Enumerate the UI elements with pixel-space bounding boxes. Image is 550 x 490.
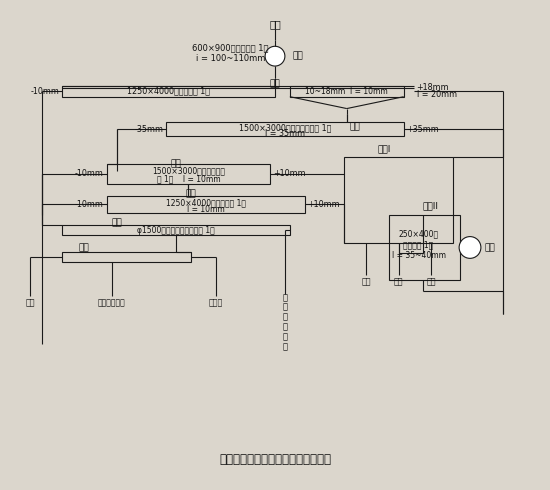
Text: 粗碎: 粗碎 [293,51,304,61]
Bar [62,86,275,97]
Text: +10mm: +10mm [273,170,306,178]
Text: 600×900颚式破碎机 1台: 600×900颚式破碎机 1台 [192,44,269,53]
Text: 10~18mm  l = 10mm: 10~18mm l = 10mm [305,87,388,96]
Text: i = 100~110mm: i = 100~110mm [196,53,265,63]
Text: 筛分: 筛分 [349,122,360,131]
Text: 花砂: 花砂 [394,277,404,286]
Text: 1500×3000自定中心振动筛 1台: 1500×3000自定中心振动筛 1台 [239,123,331,132]
Bar [62,252,191,262]
Text: 返球磨分级机: 返球磨分级机 [98,299,125,308]
Text: 青砂: 青砂 [361,277,371,286]
Bar [107,196,305,213]
Text: -10mm: -10mm [75,170,104,178]
Text: 1500×3000自定中心振动: 1500×3000自定中心振动 [152,166,225,175]
Text: 原矿: 原矿 [269,20,281,29]
Text: 250×400颚: 250×400颚 [398,230,438,239]
Text: 送: 送 [282,293,288,302]
Text: 1250×4000万能振动筛 1台: 1250×4000万能振动筛 1台 [126,87,210,96]
Text: 锡矿山锑矿选厂破碎、手选工艺流程: 锡矿山锑矿选厂破碎、手选工艺流程 [219,453,331,466]
Text: -10mm: -10mm [75,200,104,209]
Text: -35mm: -35mm [134,125,163,134]
Text: 选: 选 [282,343,288,351]
Bar [166,122,404,136]
Text: l = 35~40mm: l = 35~40mm [392,251,446,260]
Text: +35mm: +35mm [406,125,439,134]
Text: φ1500高堰式单螺旋分级机 1台: φ1500高堰式单螺旋分级机 1台 [137,226,215,235]
Text: l = 35mm: l = 35mm [265,129,305,138]
Text: 中碎: 中碎 [485,243,496,252]
Text: 手选II: 手选II [422,201,438,210]
Text: 介: 介 [282,313,288,321]
Text: +10mm: +10mm [307,200,340,209]
Text: 质: 质 [282,322,288,332]
Bar [389,215,460,280]
Text: -10mm: -10mm [30,87,59,96]
Text: l = 20mm: l = 20mm [416,90,456,99]
Text: 废石: 废石 [427,277,436,286]
Text: 筛 1台    l = 10mm: 筛 1台 l = 10mm [157,174,220,183]
Bar [107,164,270,184]
Text: 筛分: 筛分 [270,79,280,88]
Text: 脱泥: 脱泥 [111,219,122,228]
Circle shape [265,46,285,66]
Bar [62,225,290,235]
Text: 手选I: 手选I [377,145,390,153]
Text: 式破碎机 1台: 式破碎机 1台 [403,241,433,249]
Text: l = 10mm: l = 10mm [187,205,224,214]
Bar [290,86,404,97]
Text: 浓缩: 浓缩 [79,244,89,252]
Text: +18mm: +18mm [416,83,449,92]
Text: 筛分: 筛分 [170,159,182,169]
Text: 1250×4000万能振动筛 1台: 1250×4000万能振动筛 1台 [166,198,246,207]
Bar [344,157,453,243]
Text: 分: 分 [282,332,288,342]
Text: 萤: 萤 [282,303,288,312]
Circle shape [459,237,481,258]
Text: 洗矿: 洗矿 [185,189,196,198]
Text: 回水: 回水 [26,299,35,308]
Text: 返球磨: 返球磨 [208,299,223,308]
